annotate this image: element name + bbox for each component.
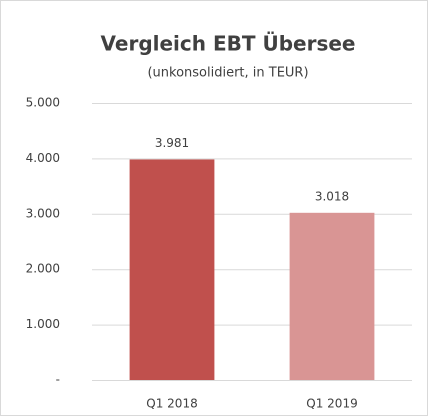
y-tick-label: 1.000 xyxy=(26,317,60,331)
chart-subtitle: (unkonsolidiert, in TEUR) xyxy=(147,66,308,81)
data-label: 3.981 xyxy=(155,136,189,150)
y-tick-label: 3.000 xyxy=(26,206,60,220)
y-tick-label: 5.000 xyxy=(26,96,60,110)
bar xyxy=(289,212,375,380)
y-tick-label: 2.000 xyxy=(26,262,60,276)
data-label: 3.018 xyxy=(315,189,349,203)
bar xyxy=(129,159,215,380)
y-tick-label: - xyxy=(56,373,60,387)
chart-title: Vergleich EBT Übersee xyxy=(101,32,356,56)
x-tick-label: Q1 2019 xyxy=(306,397,357,411)
y-tick-label: 4.000 xyxy=(26,151,60,165)
x-tick-label: Q1 2018 xyxy=(146,397,197,411)
